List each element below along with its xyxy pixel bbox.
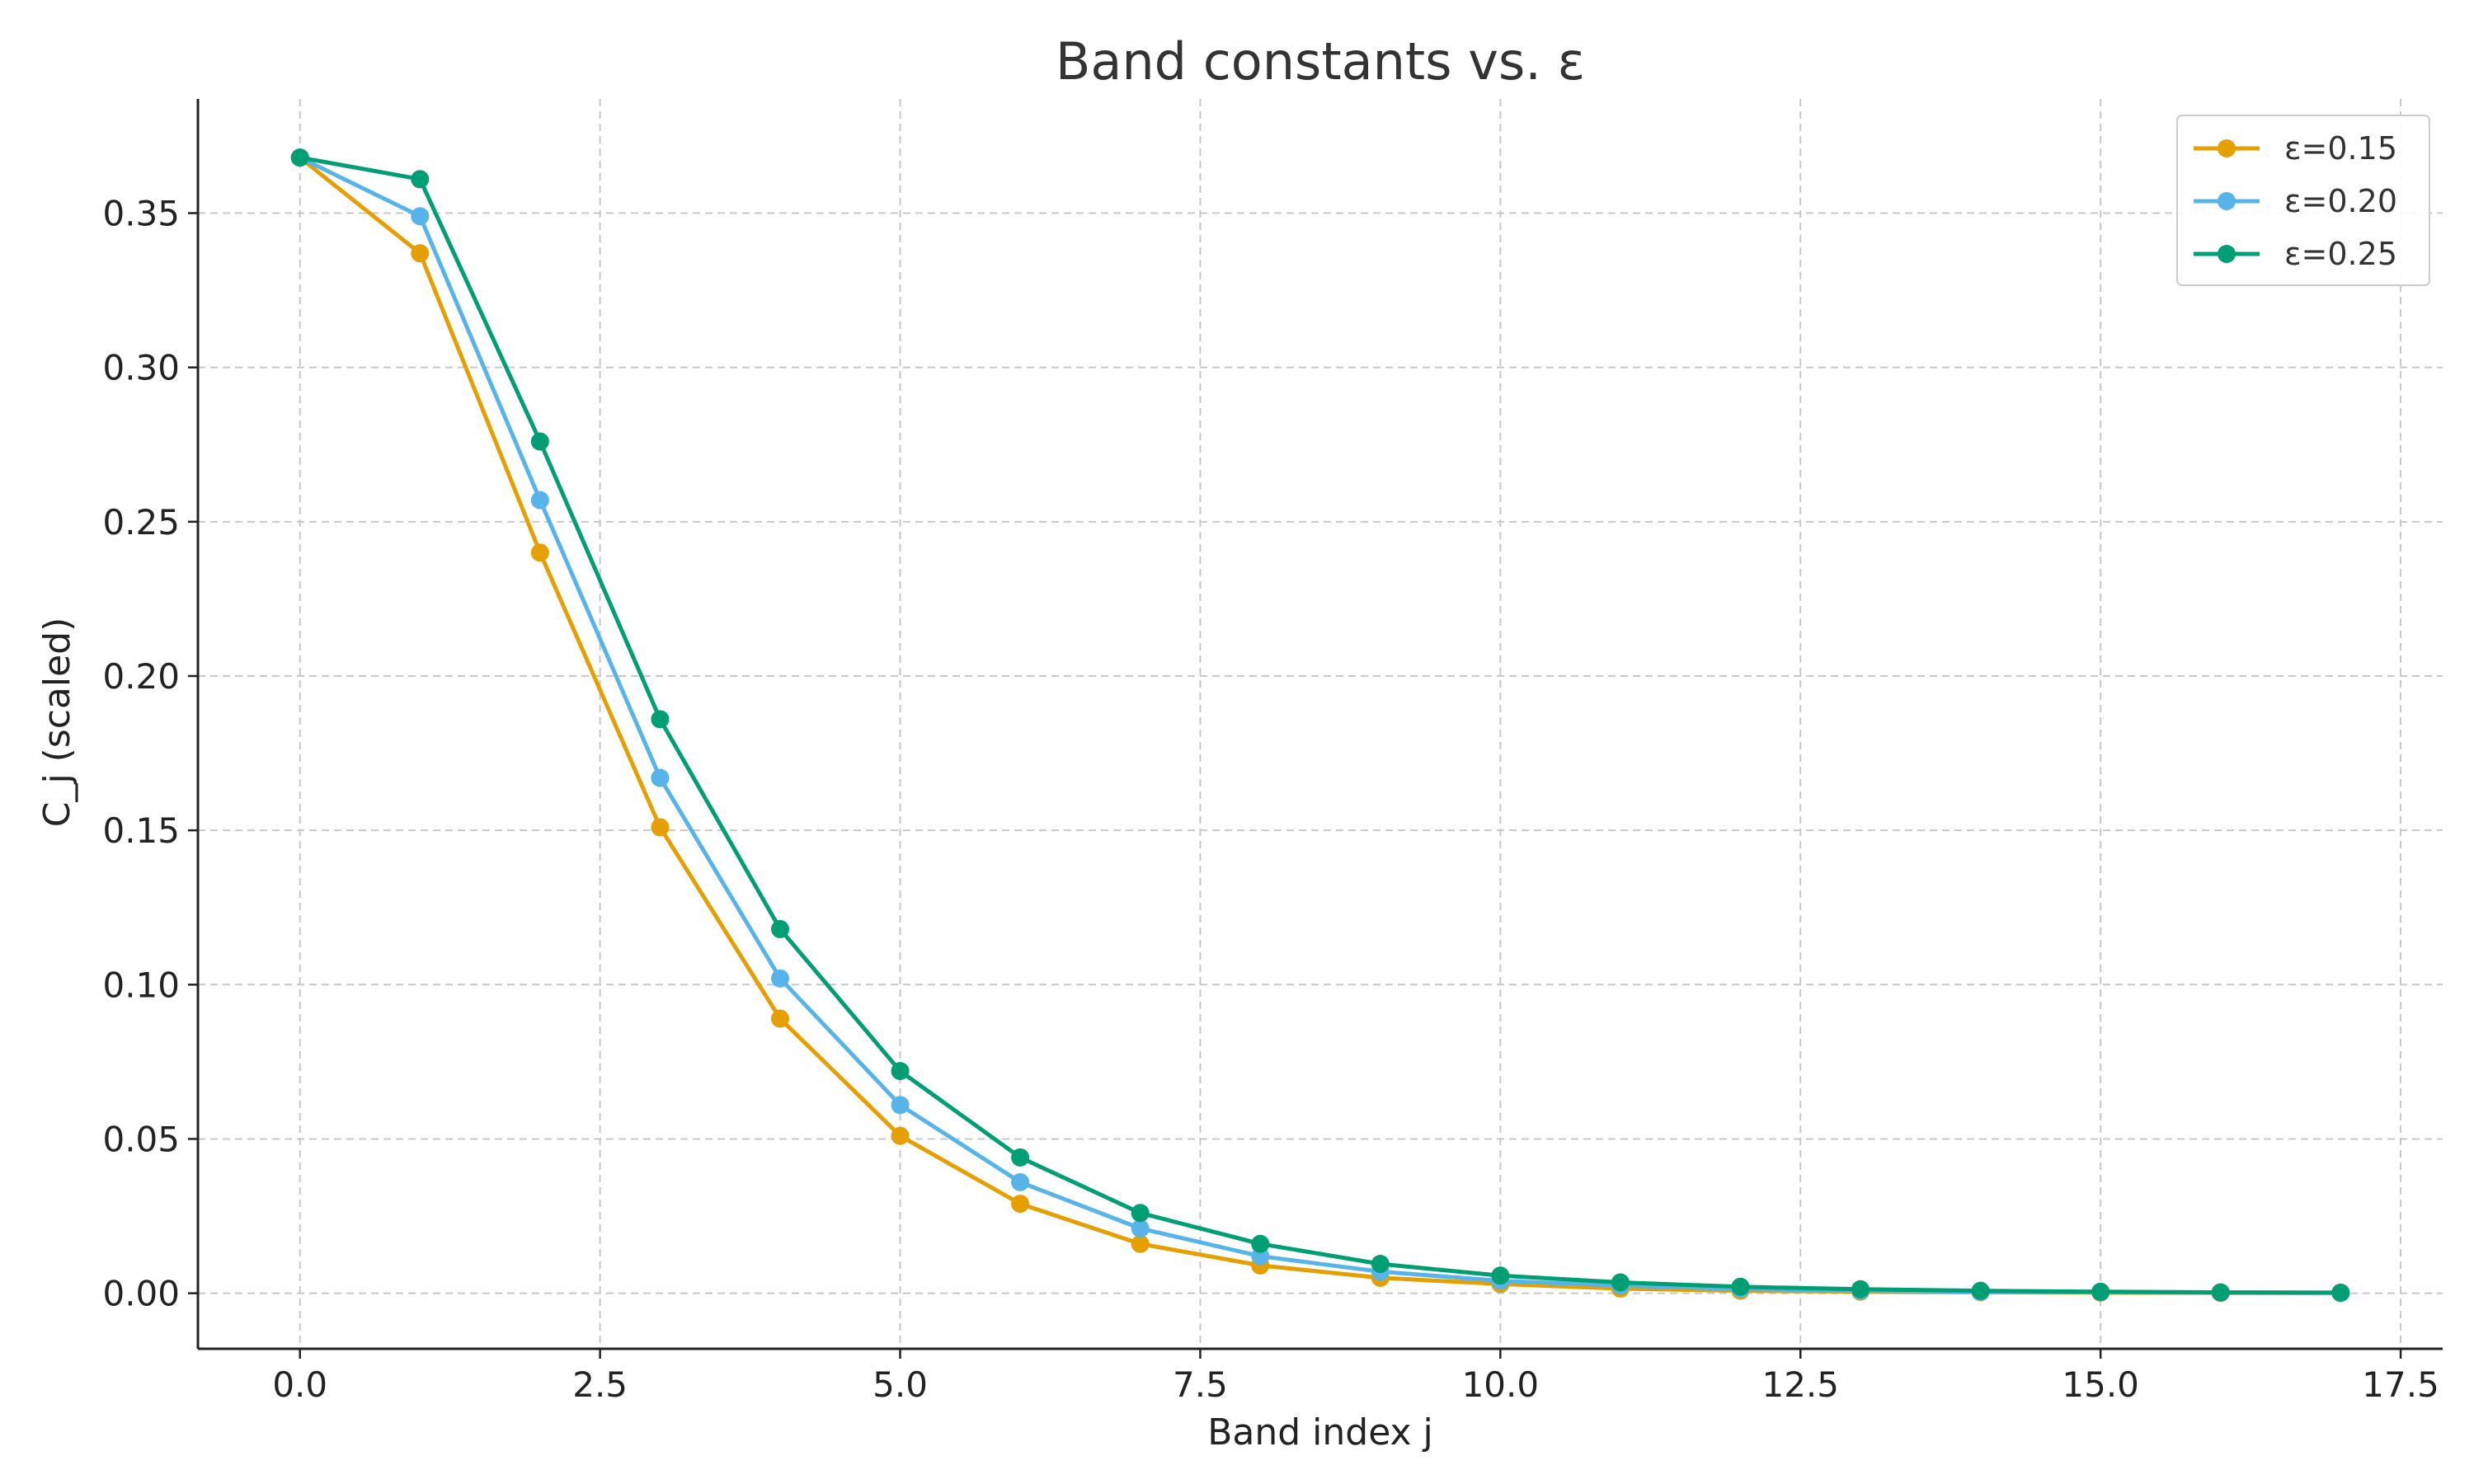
- data-point: [2331, 1283, 2350, 1302]
- legend-label: ε=0.15: [2284, 130, 2397, 167]
- y-tick-label: 0.05: [102, 1119, 180, 1159]
- data-point: [770, 1009, 789, 1028]
- chart-title: Band constants vs. ε: [1056, 31, 1585, 92]
- data-point: [1011, 1195, 1030, 1214]
- y-tick-label: 0.00: [102, 1274, 180, 1314]
- data-point: [651, 710, 670, 729]
- data-point: [411, 244, 430, 263]
- data-point: [891, 1126, 910, 1145]
- data-point: [1371, 1255, 1390, 1274]
- x-tick-label: 12.5: [1761, 1364, 1839, 1405]
- data-point: [1491, 1266, 1510, 1285]
- ticks: 0.0 2.5 5.0 7.5 10.0 12.5 15.0 17.5 0.00 0.05 0.10…: [102, 193, 2439, 1405]
- data-point: [1851, 1280, 1870, 1298]
- y-tick-label: 0.20: [102, 656, 180, 697]
- data-point: [1731, 1277, 1750, 1296]
- data-point: [411, 170, 430, 189]
- legend: ε=0.15 ε=0.20 ε=0.25: [2176, 115, 2430, 286]
- x-tick-label: 5.0: [872, 1364, 928, 1405]
- data-point: [1131, 1234, 1150, 1253]
- data-point: [411, 207, 430, 226]
- x-tick-label: 15.0: [2062, 1364, 2139, 1405]
- data-point: [651, 768, 670, 787]
- data-point: [2211, 1283, 2230, 1302]
- data-point: [770, 919, 789, 938]
- data-point: [1611, 1273, 1630, 1292]
- data-point: [1131, 1204, 1150, 1223]
- legend-swatch-marker: [2218, 245, 2236, 263]
- data-point: [770, 969, 789, 988]
- x-tick-label: 17.5: [2362, 1364, 2439, 1405]
- x-tick-label: 0.0: [272, 1364, 327, 1405]
- axes: [196, 99, 2443, 1350]
- x-axis-label: Band index j: [1207, 1411, 1433, 1453]
- x-tick-label: 10.0: [1462, 1364, 1540, 1405]
- data-point: [891, 1062, 910, 1081]
- legend-label: ε=0.25: [2284, 236, 2397, 272]
- data-point: [1011, 1172, 1030, 1191]
- legend-box: [2176, 115, 2430, 286]
- series-3: [290, 148, 2350, 1302]
- data-point: [2091, 1282, 2110, 1301]
- data-point: [1971, 1281, 1990, 1300]
- y-tick-label: 0.25: [102, 502, 180, 542]
- legend-item: ε=0.15: [2194, 130, 2397, 167]
- data-point: [891, 1096, 910, 1115]
- y-tick-label: 0.35: [102, 193, 180, 233]
- legend-swatch-marker: [2218, 192, 2236, 210]
- data-point: [1131, 1219, 1150, 1238]
- y-tick-label: 0.30: [102, 348, 180, 388]
- y-axis-label: C_j (scaled): [36, 618, 78, 828]
- series-line: [299, 155, 2341, 1295]
- y-tick-label: 0.10: [102, 965, 180, 1005]
- data-point: [651, 818, 670, 837]
- legend-label: ε=0.20: [2284, 183, 2397, 219]
- data-point: [530, 491, 549, 510]
- y-tick-label: 0.15: [102, 810, 180, 851]
- data-point: [530, 432, 549, 451]
- grid: [198, 99, 2443, 1349]
- x-tick-label: 2.5: [572, 1364, 628, 1405]
- series-group: [290, 148, 2350, 1303]
- x-tick-label: 7.5: [1173, 1364, 1228, 1405]
- legend-item: ε=0.25: [2194, 236, 2397, 272]
- legend-swatch-marker: [2218, 139, 2236, 157]
- data-point: [1251, 1234, 1270, 1253]
- data-point: [530, 543, 549, 562]
- data-point: [290, 148, 309, 167]
- legend-item: ε=0.20: [2194, 183, 2397, 219]
- data-point: [1011, 1148, 1030, 1167]
